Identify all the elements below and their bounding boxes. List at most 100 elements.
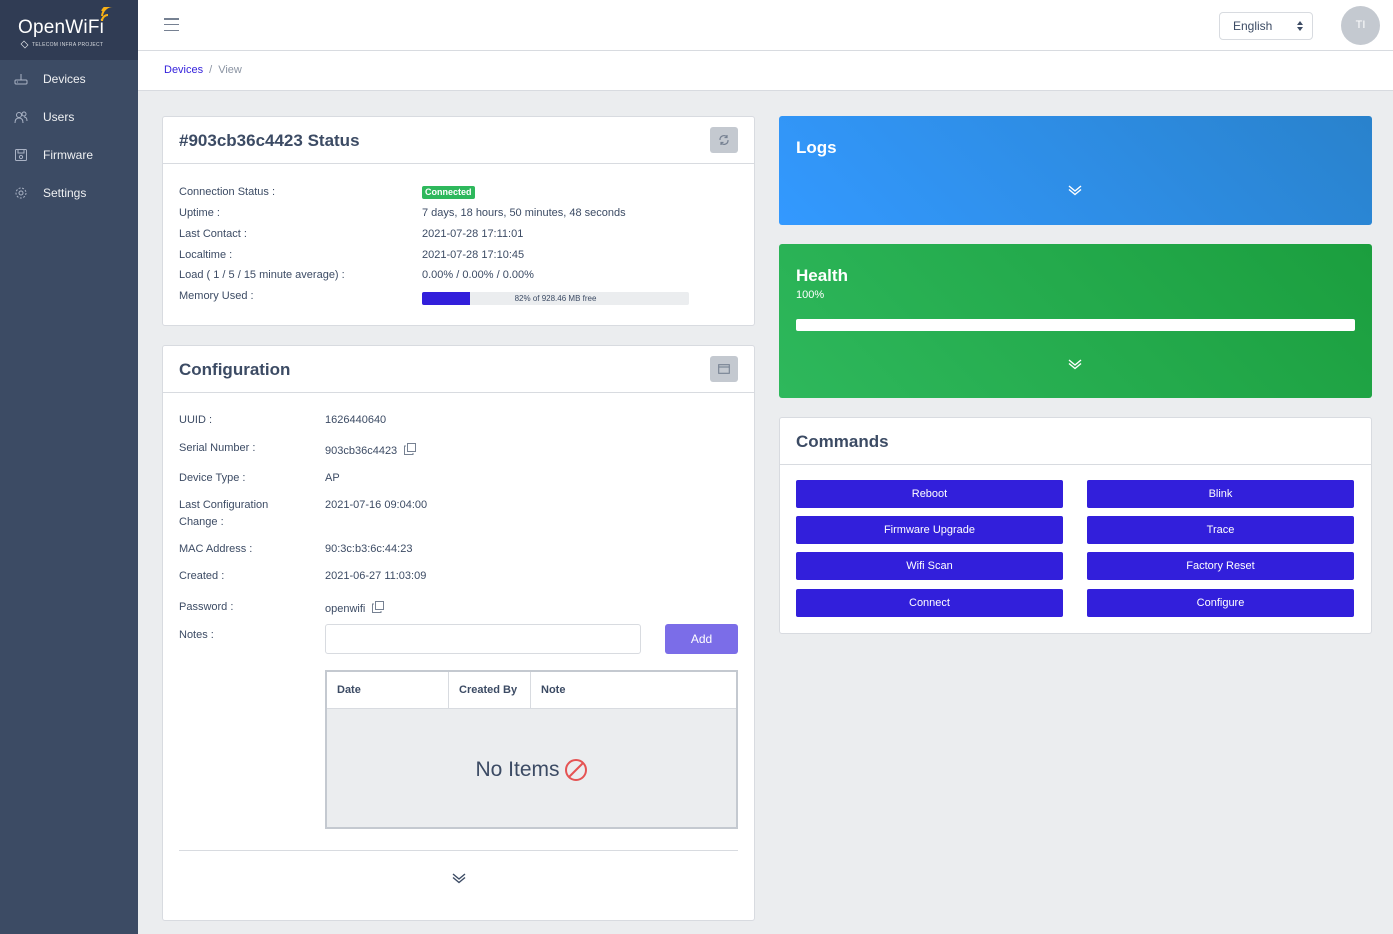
- status-value: 0.00% / 0.00% / 0.00%: [422, 269, 534, 281]
- expand-health-button[interactable]: [1065, 356, 1085, 372]
- empty-state: No Items: [327, 758, 736, 782]
- memory-progress-fill: [422, 292, 471, 305]
- commands-card-title: Commands: [796, 432, 889, 451]
- refresh-icon: [719, 135, 729, 145]
- breadcrumb-current: View: [218, 64, 242, 76]
- mac-address-value: 90:3c:b3:6c:44:23: [325, 543, 413, 555]
- notes-input[interactable]: [325, 624, 641, 654]
- trace-button[interactable]: Trace: [1087, 516, 1354, 544]
- status-label: Uptime :: [179, 207, 220, 219]
- window-icon: [718, 364, 730, 374]
- brand-subtitle: TELECOM INFRA PROJECT: [20, 40, 103, 49]
- config-label: Password :: [179, 601, 234, 613]
- column-header-created-by[interactable]: Created By: [449, 672, 531, 709]
- device-type-value: AP: [325, 472, 340, 484]
- status-value: 7 days, 18 hours, 50 minutes, 48 seconds: [422, 207, 626, 219]
- ban-icon: [564, 759, 587, 781]
- configuration-card-title: Configuration: [179, 360, 291, 379]
- chevron-double-down-icon: [1068, 359, 1082, 370]
- breadcrumb-separator: /: [209, 64, 213, 76]
- commands-card: Commands Reboot Blink Firmware Upgrade T…: [779, 417, 1372, 634]
- status-value: 2021-07-28 17:10:45: [422, 249, 525, 261]
- add-note-button[interactable]: Add: [665, 624, 738, 654]
- reboot-button[interactable]: Reboot: [796, 480, 1063, 508]
- tip-logo-icon: [20, 40, 29, 49]
- status-card-header: #903cb36c4423 Status: [163, 117, 754, 164]
- config-label: Device Type :: [179, 472, 246, 484]
- status-value: Connected: [422, 186, 475, 199]
- blink-button[interactable]: Blink: [1087, 480, 1354, 508]
- configure-button[interactable]: Configure: [1087, 589, 1354, 617]
- save-icon: [14, 148, 28, 162]
- configuration-card-header: Configuration: [163, 346, 754, 393]
- firmware-upgrade-button[interactable]: Firmware Upgrade: [796, 516, 1063, 544]
- uuid-value: 1626440640: [325, 414, 387, 426]
- sidebar-item-label: Devices: [43, 72, 86, 86]
- router-icon: [14, 72, 28, 86]
- brand-logo-text: OpenWiFi: [18, 17, 105, 38]
- memory-progress-text: 82% of 928.46 MB free: [514, 294, 597, 303]
- health-percent: 100%: [796, 289, 825, 301]
- column-header-note[interactable]: Note: [541, 684, 566, 696]
- column-header-date[interactable]: Date: [327, 672, 449, 709]
- language-select[interactable]: English: [1219, 12, 1313, 40]
- created-value: 2021-06-27 11:03:09: [325, 570, 427, 582]
- sidebar-item-devices[interactable]: Devices: [0, 60, 138, 98]
- factory-reset-button[interactable]: Factory Reset: [1087, 552, 1354, 580]
- expand-config-button[interactable]: [449, 869, 469, 887]
- status-label: Localtime :: [179, 249, 233, 261]
- status-value: 2021-07-28 17:11:01: [422, 228, 524, 240]
- sidebar-item-settings[interactable]: Settings: [0, 174, 138, 212]
- expand-logs-button[interactable]: [1065, 182, 1085, 198]
- last-config-change-value: 2021-07-16 09:04:00: [325, 499, 428, 511]
- divider: [179, 850, 738, 851]
- menu-toggle-icon[interactable]: [164, 18, 179, 31]
- logs-card: Logs: [779, 116, 1372, 225]
- password-value: openwifi: [325, 601, 385, 616]
- config-label: UUID :: [179, 414, 212, 426]
- status-card-title: #903cb36c4423 Status: [179, 131, 360, 150]
- refresh-button[interactable]: [710, 127, 738, 153]
- config-label: MAC Address :: [179, 543, 253, 555]
- config-label: Notes :: [179, 629, 214, 641]
- config-label: Last Configuration Change :: [179, 499, 269, 528]
- memory-progress-bar: 82% of 928.46 MB free: [422, 292, 689, 305]
- health-progress-bar: [796, 319, 1355, 331]
- breadcrumb-devices-link[interactable]: Devices: [164, 64, 204, 76]
- notes-table: Date Created By Note No Items: [325, 670, 738, 829]
- gear-icon: [14, 186, 28, 200]
- sidebar-item-firmware[interactable]: Firmware: [0, 136, 138, 174]
- config-label: Created :: [179, 570, 225, 582]
- status-card: #903cb36c4423 Status Connection Status :…: [162, 116, 755, 326]
- header: English TI: [138, 0, 1393, 51]
- breadcrumb: Devices / View: [164, 64, 242, 76]
- status-label: Connection Status :: [179, 186, 276, 198]
- wifi-scan-button[interactable]: Wifi Scan: [796, 552, 1063, 580]
- sidebar-item-users[interactable]: Users: [0, 98, 138, 136]
- copy-icon[interactable]: [372, 601, 385, 616]
- connect-button[interactable]: Connect: [796, 589, 1063, 617]
- subheader: Devices / View: [138, 51, 1393, 91]
- health-card: Health 100%: [779, 244, 1372, 398]
- sidebar-item-label: Settings: [43, 186, 87, 200]
- sidebar-item-label: Firmware: [43, 148, 93, 162]
- serial-value: 903cb36c4423: [325, 443, 417, 458]
- health-card-title: Health: [796, 266, 848, 285]
- brand[interactable]: OpenWiFi TELECOM INFRA PROJECT: [0, 0, 138, 60]
- logs-card-title: Logs: [796, 138, 837, 157]
- status-label: Last Contact :: [179, 228, 247, 240]
- chevron-double-down-icon: [1068, 185, 1082, 196]
- status-label: Memory Used :: [179, 290, 254, 302]
- config-label: Serial Number :: [179, 442, 256, 454]
- select-arrows-icon: [1297, 21, 1303, 31]
- status-label: Load ( 1 / 5 / 15 minute average) :: [179, 269, 345, 281]
- users-icon: [14, 110, 28, 124]
- copy-icon[interactable]: [404, 443, 417, 458]
- notes-table-header: Date Created By Note: [327, 672, 736, 709]
- configuration-card: Configuration UUID : 1626440640 Serial N…: [162, 345, 755, 921]
- status-badge: Connected: [422, 186, 475, 199]
- edit-config-button[interactable]: [710, 356, 738, 382]
- avatar[interactable]: TI: [1341, 6, 1380, 45]
- chevron-double-down-icon: [452, 873, 466, 884]
- commands-card-header: Commands: [780, 418, 1371, 465]
